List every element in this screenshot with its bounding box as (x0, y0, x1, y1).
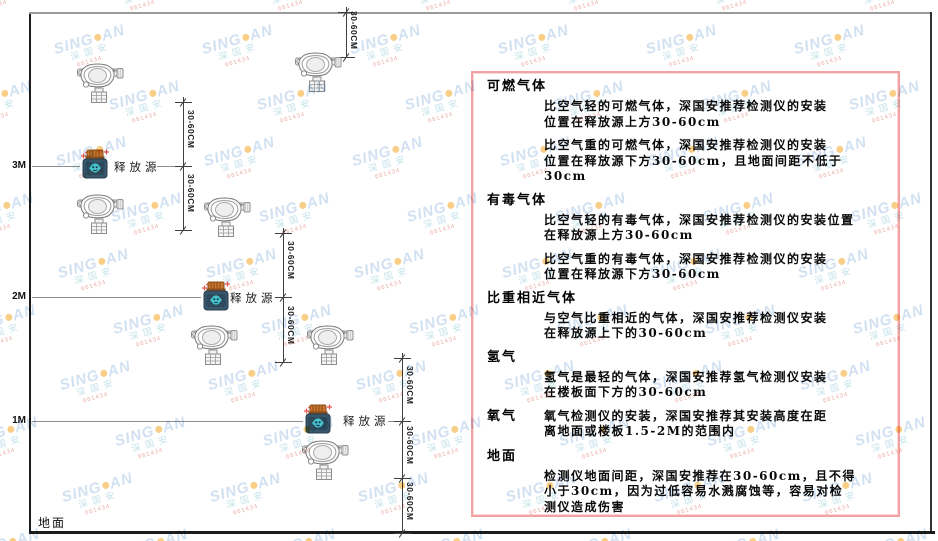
dimension-label: 30-60CM (405, 365, 415, 404)
section-text-line: 在释放源上下的30-60cm (544, 326, 708, 340)
gas-detector-icon (294, 51, 342, 93)
right-edge-line (930, 12, 932, 532)
height-axis-label: 1M (12, 415, 26, 426)
section-heading: 有毒气体 (487, 192, 548, 208)
section-heading: 比重相近气体 (487, 290, 578, 306)
info-panel: 可燃气体比空气轻的可燃气体，深国安推荐检测仪的安装 位置在释放源上方30-60cm… (471, 71, 900, 517)
dimension-label: 30-60CM (349, 10, 359, 49)
height-level-line (32, 297, 201, 298)
section-body: 氧气检测仪的安装，深国安推荐其安装高度在距 离地面或楼板1.5-2M的范围内 (537, 409, 828, 448)
ground-label: 地面 (38, 516, 67, 530)
panel-section: 有毒气体比空气轻的有毒气体，深国安推荐检测仪的安装位置 在释放源上方30-60cm… (487, 193, 888, 283)
section-text-line: 比空气重的有毒气体，深国安推荐检测仪的安装 (544, 251, 828, 266)
dimension-line (402, 353, 403, 533)
height-level-line (32, 421, 303, 422)
section-text-line: 在楼板面下方的30-60cm (544, 385, 708, 399)
section-paragraph: 氢气是最轻的气体，深国安推荐氢气检测仪安装 在楼板面下方的30-60cm (544, 370, 888, 401)
release-source-label: 释放源 (114, 160, 161, 174)
section-text-line: 与空气比重相近的气体，深国安推荐检测仪安装 (544, 310, 828, 325)
section-text-line: 比空气轻的有毒气体，深国安推荐检测仪的安装位置 (544, 212, 855, 227)
section-text-line: 检测仪地面间距，深国安推荐在30-60cm，且不得 (544, 468, 856, 483)
section-text-line: 氢气是最轻的气体，深国安推荐氢气检测仪安装 (544, 369, 828, 384)
section-text-line: 比空气轻的可燃气体，深国安推荐检测仪的安装 (544, 99, 828, 113)
panel-section: 可燃气体比空气轻的可燃气体，深国安推荐检测仪的安装 位置在释放源上方30-60cm… (487, 79, 888, 185)
section-paragraph: 比空气轻的可燃气体，深国安推荐检测仪的安装 位置在释放源上方30-60cm (544, 99, 888, 130)
section-text-line: 位置在释放源下方30-60cm，且地面间距不低于 (544, 153, 843, 168)
dimension-label: 30-60CM (405, 481, 415, 520)
section-text-line: 比空气重的可燃气体，深国安推荐检测仪的安装 (544, 138, 828, 152)
panel-section: 氧气 氧气检测仪的安装，深国安推荐其安装高度在距 离地面或楼板1.5-2M的范围内 (487, 409, 888, 448)
ground-line (29, 531, 935, 534)
gas-detector-icon (301, 439, 349, 481)
section-text-line: 30cm (544, 169, 587, 183)
section-paragraph: 比空气重的有毒气体，深国安推荐检测仪的安装 位置在释放源下方30-60cm (544, 252, 888, 283)
section-paragraph: 与空气比重相近的气体，深国安推荐检测仪安装 在释放源上下的30-60cm (544, 311, 888, 342)
height-level-line (157, 166, 183, 167)
section-text-line: 离地面或楼板1.5-2M的范围内 (544, 424, 736, 438)
panel-section: 比重相近气体与空气比重相近的气体，深国安推荐检测仪安装 在释放源上下的30-60c… (487, 291, 888, 342)
gas-detector-icon (306, 324, 354, 366)
dimension-label: 30-60CM (186, 174, 196, 213)
section-paragraph: 比空气轻的有毒气体，深国安推荐检测仪的安装位置 在释放源上方30-60cm (544, 213, 888, 244)
gas-detector-icon (190, 324, 238, 366)
gas-detector-icon (76, 62, 124, 104)
section-paragraph: 比空气重的可燃气体，深国安推荐检测仪的安装 位置在释放源下方30-60cm，且地面… (544, 138, 888, 185)
height-axis-label: 3M (12, 160, 26, 171)
ceiling-line (29, 12, 931, 14)
dimension-line (346, 7, 347, 57)
gas-detector-icon (76, 193, 124, 235)
section-heading: 地面 (487, 448, 518, 464)
section-paragraph: 氧气检测仪的安装，深国安推荐其安装高度在距 离地面或楼板1.5-2M的范围内 (544, 409, 828, 440)
section-heading: 氢气 (487, 349, 518, 365)
release-source-icon (301, 404, 335, 434)
section-text-line: 位置在释放源下方30-60cm (544, 267, 721, 281)
panel-section: 氢气氢气是最轻的气体，深国安推荐氢气检测仪安装 在楼板面下方的30-60cm (487, 350, 888, 401)
release-source-icon (78, 149, 112, 179)
section-paragraph: 检测仪地面间距，深国安推荐在30-60cm，且不得 小于30cm，因为过低容易水溅… (544, 469, 888, 516)
dimension-label: 30-60CM (405, 425, 415, 464)
dimension-label: 30-60CM (286, 241, 296, 280)
release-source-label: 释放源 (343, 414, 390, 428)
section-text-line: 氧气检测仪的安装，深国安推荐其安装高度在距 (544, 408, 828, 423)
section-text-line: 小于30cm，因为过低容易水溅腐蚀等，容易对检 (544, 484, 844, 498)
gas-detector-icon (203, 196, 251, 238)
height-level-line (32, 166, 80, 167)
release-source-label: 释放源 (230, 291, 277, 305)
left-wall-line (29, 12, 31, 532)
release-source-icon (199, 281, 233, 311)
section-heading: 氧气 (487, 408, 518, 424)
dimension-label: 30-60CM (286, 305, 296, 344)
section-text-line: 在释放源上方30-60cm (544, 228, 694, 242)
section-text-line: 位置在释放源上方30-60cm (544, 114, 721, 129)
section-text-line: 测仪造成伤害 (544, 499, 626, 514)
dimension-label: 30-60CM (186, 110, 196, 149)
height-axis-label: 2M (12, 291, 26, 302)
section-heading: 可燃气体 (487, 79, 548, 94)
panel-section: 地面检测仪地面间距，深国安推荐在30-60cm，且不得 小于30cm，因为过低容易… (487, 449, 888, 516)
